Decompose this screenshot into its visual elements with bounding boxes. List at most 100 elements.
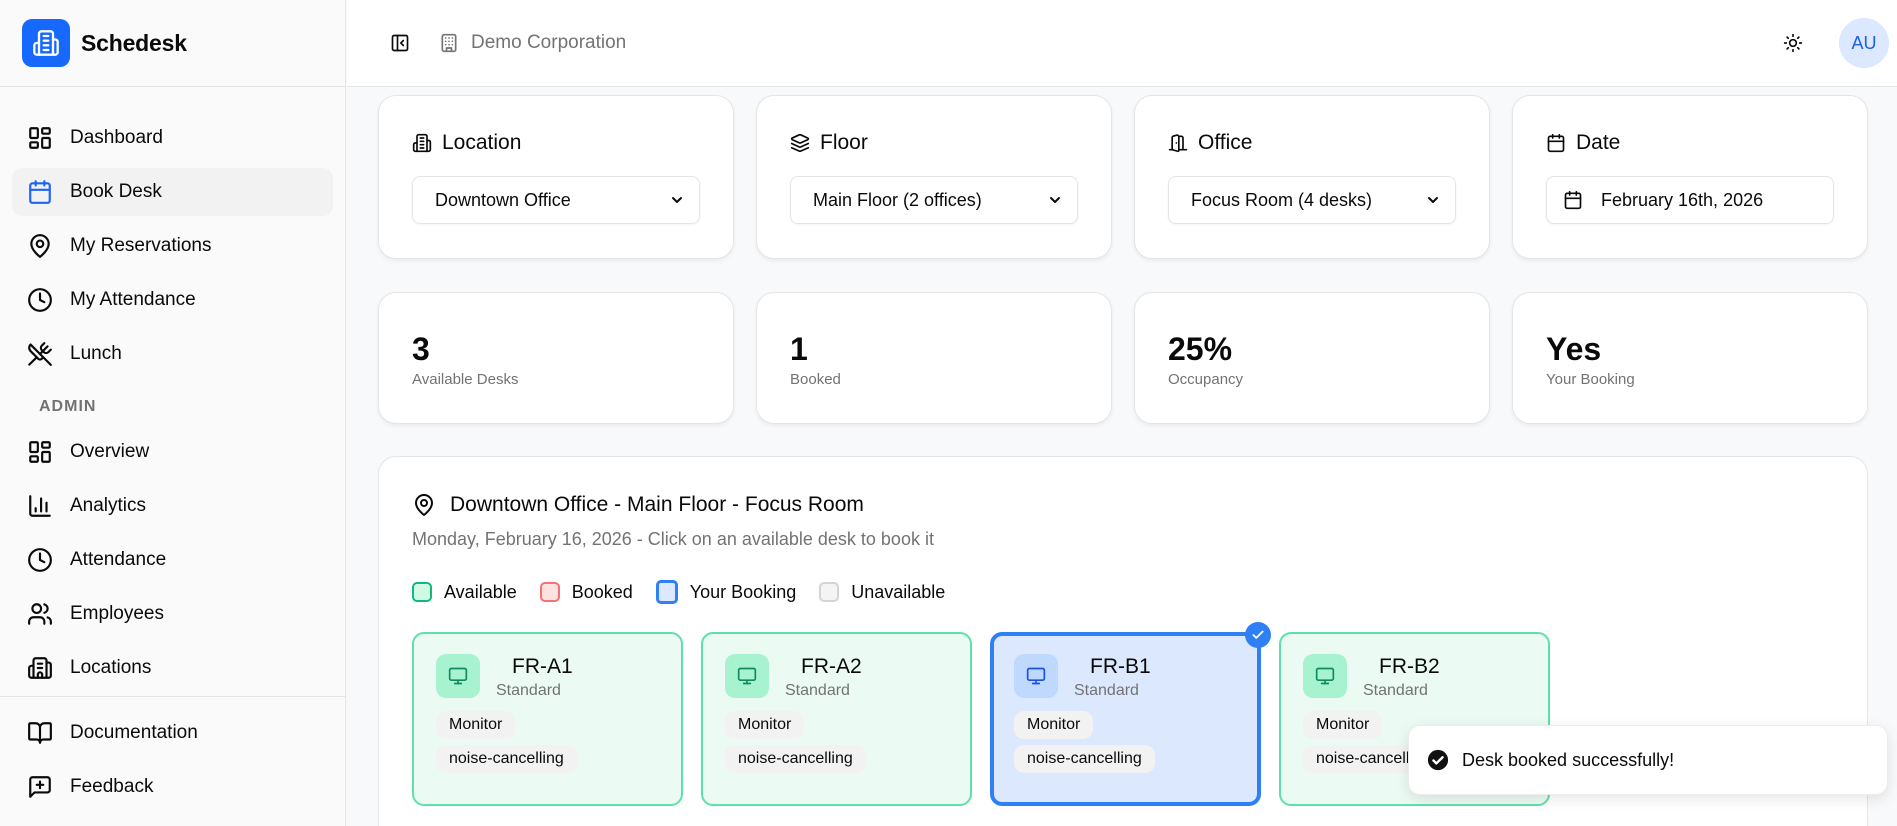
sidebar-item-overview[interactable]: Overview <box>12 428 333 476</box>
desk-header: FR-B1 Standard <box>1014 654 1237 700</box>
location-filter-card: Location Downtown Office <box>378 95 734 259</box>
sidebar: Schedesk Dashboard Book Desk My Reservat… <box>0 0 346 826</box>
date-value: February 16th, 2026 <box>1601 189 1764 210</box>
building-columns-icon <box>28 657 52 679</box>
stat-value: 3 <box>412 331 430 367</box>
sidebar-item-attendance[interactable]: Attendance <box>12 536 333 584</box>
stat-label: Your Booking <box>1546 371 1635 388</box>
sun-icon <box>1783 33 1803 53</box>
desk-legend: Available Booked Your Booking Unavailabl… <box>412 580 1834 604</box>
location-select-value: Downtown Office <box>435 189 571 210</box>
user-avatar[interactable]: AU <box>1839 18 1889 68</box>
stat-label: Booked <box>790 371 841 388</box>
legend-swatch-your-booking <box>655 580 678 604</box>
sidebar-item-locations[interactable]: Locations <box>12 644 333 692</box>
legend-label: Unavailable <box>851 581 946 602</box>
sidebar-item-documentation[interactable]: Documentation <box>12 709 333 757</box>
floor-filter-title: Floor <box>790 128 1078 158</box>
success-toast: Desk booked successfully! <box>1408 725 1888 795</box>
location-label: Location <box>442 131 522 154</box>
floor-label: Floor <box>820 131 868 154</box>
bar-chart-icon <box>29 495 51 517</box>
sidebar-item-label: Dashboard <box>70 127 163 148</box>
organization-name: Demo Corporation <box>471 32 627 53</box>
legend-swatch-unavailable <box>819 582 840 602</box>
monitor-icon <box>1303 654 1347 698</box>
desk-text: FR-B2 Standard <box>1363 654 1440 700</box>
sidebar-item-label: Feedback <box>70 776 154 797</box>
desk-type: Standard <box>1074 682 1139 699</box>
monitor-icon <box>725 654 769 698</box>
stat-value: 25% <box>1168 331 1233 367</box>
location-select[interactable]: Downtown Office <box>412 176 700 224</box>
legend-label: Available <box>444 581 517 602</box>
desk-type: Standard <box>1363 682 1428 699</box>
sidebar-item-feedback[interactable]: Feedback <box>12 763 333 811</box>
office-select[interactable]: Focus Room (4 desks) <box>1168 176 1456 224</box>
room-title: Downtown Office - Main Floor - Focus Roo… <box>412 490 1834 520</box>
legend-booked: Booked <box>539 582 633 603</box>
sidebar-item-label: Analytics <box>70 495 147 516</box>
stat-booked: 1 Booked <box>756 292 1112 424</box>
sidebar-item-book-desk[interactable]: Book Desk <box>12 168 333 216</box>
dashboard-grid-icon <box>29 441 51 463</box>
desk-name: FR-A2 <box>801 655 862 678</box>
desk-tag: Monitor <box>1303 711 1383 739</box>
sidebar-item-lunch[interactable]: Lunch <box>12 330 333 378</box>
desk-type: Standard <box>785 682 850 699</box>
legend-swatch-booked <box>539 582 560 602</box>
building-icon <box>22 19 70 67</box>
chevron-down-icon <box>672 197 682 203</box>
date-filter-card: Date February 16th, 2026 <box>1512 95 1868 259</box>
sidebar-divider <box>0 696 345 697</box>
sidebar-item-employees[interactable]: Employees <box>12 590 333 638</box>
location-filter-title: Location <box>412 128 700 158</box>
chevron-down-icon <box>1428 197 1438 203</box>
stat-label: Occupancy <box>1168 371 1244 388</box>
desk-header: FR-A2 Standard <box>725 654 948 700</box>
desk-card-fr-b1[interactable]: FR-B1 Standard Monitor noise-cancelling <box>990 622 1271 806</box>
desk-tag: Monitor <box>725 711 805 739</box>
check-circle-icon <box>1427 749 1449 771</box>
legend-swatch-available <box>412 582 432 602</box>
desk-card-fr-a1[interactable]: FR-A1 Standard Monitor noise-cancelling <box>412 632 683 806</box>
sidebar-item-analytics[interactable]: Analytics <box>12 482 333 530</box>
stat-value: Yes <box>1546 331 1602 367</box>
chevron-down-icon <box>1050 197 1060 203</box>
office-label: Office <box>1198 131 1253 154</box>
desk-tag: noise-cancelling <box>436 745 577 773</box>
sidebar-item-my-attendance[interactable]: My Attendance <box>12 276 333 324</box>
sidebar-item-label: Lunch <box>70 343 122 364</box>
sidebar-item-my-reservations[interactable]: My Reservations <box>12 222 333 270</box>
floor-filter-card: Floor Main Floor (2 offices) <box>756 95 1112 259</box>
desk-card-fr-a2[interactable]: FR-A2 Standard Monitor noise-cancelling <box>701 632 972 806</box>
desk-name: FR-A1 <box>512 655 573 678</box>
footer-nav: Documentation Feedback <box>0 697 345 811</box>
desk-tag: noise-cancelling <box>1014 745 1155 773</box>
calendar-icon <box>1564 190 1582 210</box>
floor-select[interactable]: Main Floor (2 offices) <box>790 176 1078 224</box>
desk-tag: Monitor <box>436 711 516 739</box>
toast-message: Desk booked successfully! <box>1462 749 1675 770</box>
dashboard-grid-icon <box>29 127 51 149</box>
theme-toggle-button[interactable] <box>1773 23 1813 63</box>
door-open-icon <box>1168 134 1188 153</box>
floor-select-value: Main Floor (2 offices) <box>813 189 982 210</box>
date-filter-title: Date <box>1546 128 1834 158</box>
sidebar-item-label: Overview <box>70 441 150 462</box>
stat-your-booking: Yes Your Booking <box>1512 292 1868 424</box>
message-plus-icon <box>29 776 51 798</box>
users-icon <box>28 603 52 625</box>
monitor-icon <box>1014 654 1058 698</box>
sidebar-toggle-button[interactable] <box>389 32 411 54</box>
book-open-icon <box>28 722 52 744</box>
sidebar-item-label: Attendance <box>70 549 167 570</box>
panel-left-close-icon <box>391 34 409 52</box>
brand: Schedesk <box>0 0 345 87</box>
sidebar-item-dashboard[interactable]: Dashboard <box>12 114 333 162</box>
desk-type: Standard <box>496 682 561 699</box>
sidebar-item-label: My Attendance <box>70 289 196 310</box>
date-picker-button[interactable]: February 16th, 2026 <box>1546 176 1834 224</box>
monitor-icon <box>436 654 480 698</box>
legend-available: Available <box>412 582 517 603</box>
